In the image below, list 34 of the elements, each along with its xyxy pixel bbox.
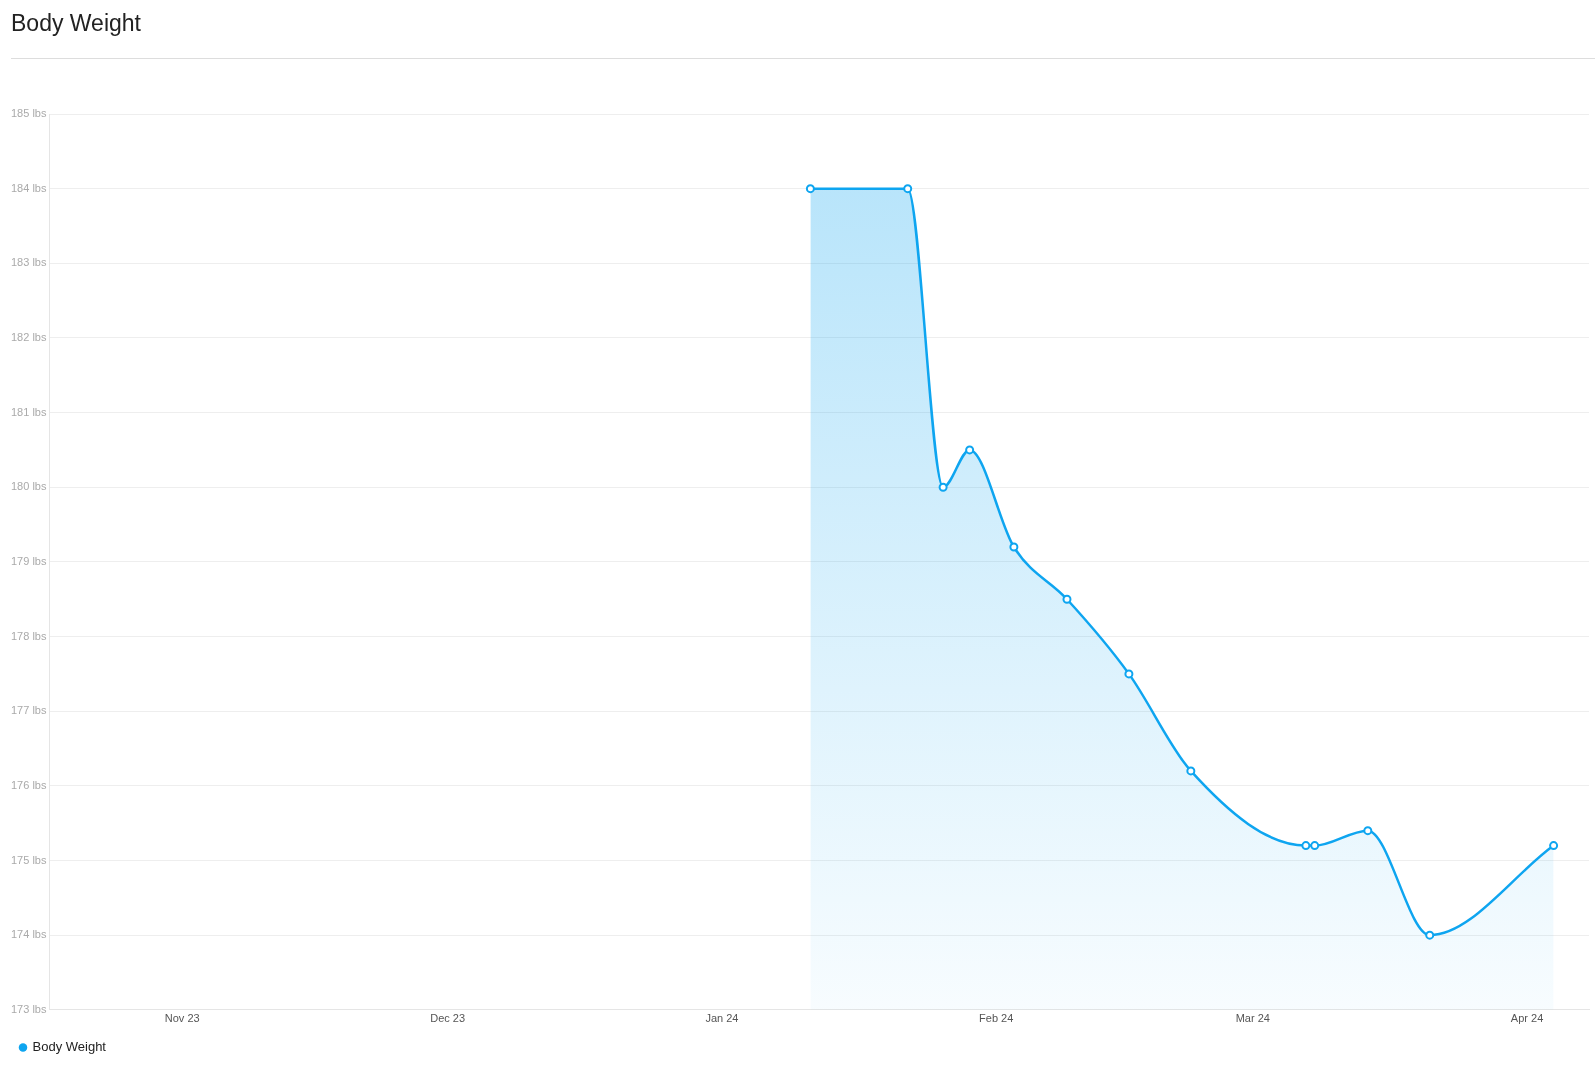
y-tick-label: 183 lbs [10, 256, 47, 269]
point [903, 184, 913, 194]
x-tick-label: Jan 24 [705, 1012, 739, 1025]
y-tick-label: 178 lbs [10, 629, 47, 642]
x-tick-label: Feb 24 [979, 1012, 1014, 1025]
y-tick-label: 181 lbs [10, 405, 47, 418]
y-tick-label: 182 lbs [10, 330, 47, 343]
x-tick-label: Apr 24 [1510, 1012, 1544, 1025]
point [1062, 594, 1072, 604]
x-tick-label: Nov 23 [164, 1012, 200, 1025]
point [1186, 766, 1196, 776]
y-tick-label: 174 lbs [10, 928, 47, 941]
point [805, 184, 815, 194]
point [1549, 841, 1559, 851]
y-tick-label: 185 lbs [10, 107, 47, 120]
point [1301, 841, 1311, 851]
y-tick-label: 173 lbs [10, 1002, 47, 1015]
point [1310, 841, 1320, 851]
y-tick-label: 175 lbs [10, 853, 47, 866]
y-tick-label: 176 lbs [10, 778, 47, 791]
y-tick-label: 179 lbs [10, 554, 47, 567]
y-tick-label: 177 lbs [10, 704, 47, 717]
y-tick-label: 184 lbs [10, 181, 47, 194]
point [1425, 930, 1435, 940]
chart-title: Body Weight [11, 10, 141, 37]
x-tick-label: Mar 24 [1235, 1012, 1270, 1025]
point [965, 445, 975, 455]
point [1009, 542, 1019, 552]
point [938, 482, 948, 492]
y-tick-label: 180 lbs [10, 480, 47, 493]
legend-label: Body Weight [32, 1039, 107, 1055]
point [1363, 826, 1373, 836]
x-tick-label: Dec 23 [430, 1012, 466, 1025]
point [1124, 669, 1134, 679]
